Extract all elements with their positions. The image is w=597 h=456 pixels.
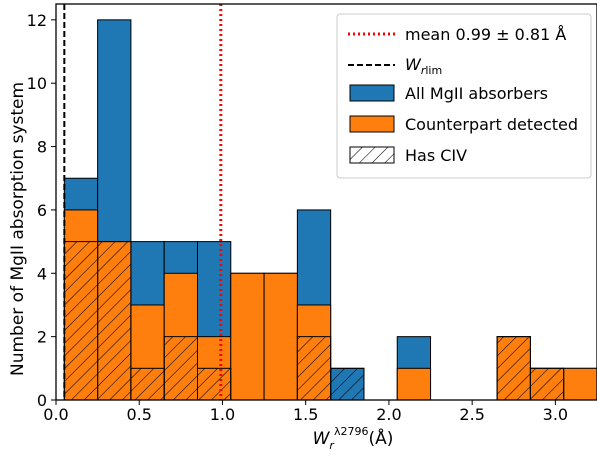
bar-has-civ: [496, 336, 531, 401]
x-axis-title: Wrλ2796(Å): [313, 425, 394, 452]
x-tick-label: 1.0: [210, 405, 235, 424]
legend-all-label: All MgII absorbers: [405, 84, 548, 103]
legend: mean 0.99 ± 0.81 Å Wrlim All MgII absorb…: [336, 13, 592, 179]
y-tick-label: 0: [37, 391, 47, 410]
bar-counterpart-detected: [563, 367, 597, 401]
bar-has-civ: [330, 367, 365, 401]
y-tick-label: 6: [37, 201, 47, 220]
x-tick-label: 1.5: [293, 405, 318, 424]
y-tick-label: 12: [27, 11, 47, 30]
y-tick-label: 2: [37, 328, 47, 347]
bar-counterpart-detected: [263, 272, 298, 401]
legend-civ-label: Has CIV: [405, 146, 467, 165]
bar-counterpart-detected: [396, 367, 432, 401]
y-tick-label: 4: [37, 264, 47, 283]
legend-all-swatch: [349, 84, 395, 102]
legend-counterpart-label: Counterpart detected: [405, 115, 578, 134]
y-tick-label: 10: [27, 74, 47, 93]
legend-box: [336, 13, 592, 179]
bar-has-civ: [163, 336, 198, 401]
x-tick-label: 2.5: [459, 405, 484, 424]
bar-has-civ: [63, 241, 99, 401]
legend-wlim-label: Wrlim: [405, 55, 442, 77]
legend-counterpart-swatch: [349, 115, 395, 133]
bar-has-civ: [130, 367, 165, 401]
x-axis-ticks: 0.0 0.5 1.0 1.5 2.0 2.5 3.0: [43, 400, 568, 424]
bar-has-civ: [196, 367, 232, 401]
plot-frame: [55, 3, 597, 401]
y-tick-label: 8: [37, 138, 47, 157]
bar-counterpart-detected: [230, 272, 265, 401]
x-tick-label: 3.0: [543, 405, 568, 424]
reference-lines: [63, 4, 223, 400]
y-axis-ticks: 0 2 4 6 8 10 12: [27, 11, 56, 410]
legend-civ-swatch: [349, 146, 395, 164]
x-tick-label: 0.0: [43, 405, 68, 424]
x-tick-label: 2.0: [376, 405, 401, 424]
x-tick-label: 0.5: [127, 405, 152, 424]
legend-mean-label: mean 0.99 ± 0.81 Å: [405, 25, 566, 44]
bar-has-civ: [296, 336, 332, 401]
bar-has-civ: [529, 367, 565, 401]
y-axis-title: Number of MgII absorption system: [8, 82, 28, 376]
bar-has-civ: [97, 241, 132, 401]
